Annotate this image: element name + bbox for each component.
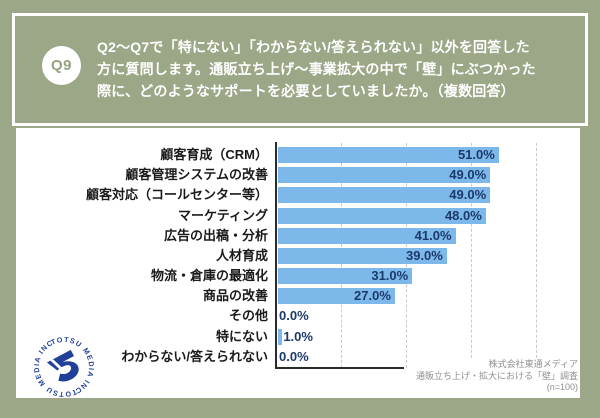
question-panel: Q9 Q2〜Q7で「特にない」「わからない/答えられない」以外を回答した 方に質… bbox=[12, 13, 588, 126]
bar-chart: 顧客育成（CRM） 51.0% 顧客管理システムの改善 49.0% 顧客対応（コールセン… bbox=[16, 145, 580, 367]
value-label: 49.0% bbox=[449, 167, 487, 183]
source-survey-name: 通販立ち上げ・拡大における「壁」調査 bbox=[415, 370, 578, 381]
source-note: 株式会社東通メディア 通販立ち上げ・拡大における「壁」調査 (n=100) bbox=[411, 359, 578, 394]
bar-row: 顧客対応（コールセンター等） 49.0% bbox=[16, 185, 580, 205]
bar-zone: 0.0% bbox=[276, 306, 580, 326]
bar bbox=[278, 288, 395, 305]
bar-zone: 1.0% bbox=[276, 327, 580, 347]
bar-row: わからない/答えられない 0.0% bbox=[16, 347, 580, 367]
value-label: 31.0% bbox=[371, 268, 409, 284]
bar-zone: 41.0% bbox=[276, 226, 580, 246]
value-label: 41.0% bbox=[414, 227, 452, 243]
category-label: その他 bbox=[228, 308, 268, 324]
bar-zone: 0.0% bbox=[276, 347, 580, 367]
category-label: 顧客管理システムの改善 bbox=[125, 167, 268, 183]
bar-zone: 39.0% bbox=[276, 246, 580, 266]
bar-zone: 49.0% bbox=[276, 165, 580, 185]
bar-zone: 51.0% bbox=[276, 145, 580, 165]
value-label: 0.0% bbox=[279, 308, 309, 324]
bar bbox=[278, 247, 447, 264]
question-title-line-2: 方に質問します。通販立ち上げ〜事業拡大の中で「壁」にぶつかった bbox=[97, 61, 536, 77]
category-label: 人材育成 bbox=[215, 247, 268, 263]
bar-row: 物流・倉庫の最適化 31.0% bbox=[16, 266, 580, 286]
bar bbox=[278, 167, 491, 184]
value-label: 51.0% bbox=[457, 147, 495, 162]
bar-zone: 49.0% bbox=[276, 185, 580, 205]
question-title-line-1: Q2〜Q7で「特にない」「わからない/答えられない」以外を回答した bbox=[97, 39, 530, 55]
bar-row: 特にない 1.0% bbox=[16, 327, 580, 347]
question-badge: Q9 bbox=[42, 46, 81, 85]
value-label: 48.0% bbox=[444, 207, 482, 223]
logo-emblem bbox=[46, 349, 79, 382]
question-title-line-3: 際に、どのようなサポートを必要としていましたか。（複数回答） bbox=[97, 83, 515, 99]
source-company: 株式会社東通メディア bbox=[488, 359, 578, 369]
bar-row: 人材育成 39.0% bbox=[16, 246, 580, 266]
question-title: Q2〜Q7で「特にない」「わからない/答えられない」以外を回答した 方に質問しま… bbox=[97, 36, 575, 102]
bar-zone: 31.0% bbox=[276, 266, 580, 286]
gridline-60pct bbox=[535, 143, 537, 368]
bar-row: その他 0.0% bbox=[16, 306, 580, 326]
value-label: 27.0% bbox=[354, 288, 391, 304]
bar-row: 顧客管理システムの改善 49.0% bbox=[16, 165, 580, 185]
category-label: 顧客育成（CRM） bbox=[160, 147, 268, 162]
bar bbox=[278, 328, 283, 345]
bar-zone: 48.0% bbox=[276, 206, 580, 226]
category-label: 物流・倉庫の最適化 bbox=[150, 268, 268, 284]
totsu-media-logo: TOTSU MEDIA INC. TOTSU MEDIA INC. bbox=[19, 322, 108, 411]
bar bbox=[278, 268, 413, 285]
x-axis-line bbox=[275, 367, 404, 369]
bar bbox=[278, 147, 499, 163]
bar-row: 広告の出稿・分析 41.0% bbox=[16, 226, 580, 246]
bar-zone: 27.0% bbox=[276, 286, 580, 306]
category-label: 顧客対応（コールセンター等） bbox=[85, 187, 268, 203]
value-label: 1.0% bbox=[283, 328, 313, 344]
value-label: 0.0% bbox=[279, 348, 309, 364]
gridline-45pct bbox=[470, 143, 472, 368]
bar bbox=[278, 187, 491, 204]
bar-row: 商品の改善 27.0% bbox=[16, 286, 580, 306]
bar-row: 顧客育成（CRM） 51.0% bbox=[16, 145, 580, 165]
category-label: わからない/答えられない bbox=[121, 348, 268, 364]
source-sample-size: (n=100) bbox=[546, 382, 578, 392]
bar bbox=[278, 227, 456, 244]
y-axis-line bbox=[275, 142, 277, 368]
category-label: 商品の改善 bbox=[202, 288, 268, 304]
question-badge-label: Q9 bbox=[50, 57, 72, 74]
category-label: 特にない bbox=[215, 328, 268, 344]
logo-emblem-notch bbox=[50, 359, 64, 371]
category-label: マーケティング bbox=[178, 207, 268, 223]
chart-card: 顧客育成（CRM） 51.0% 顧客管理システムの改善 49.0% 顧客対応（コールセン… bbox=[16, 128, 580, 410]
value-label: 39.0% bbox=[405, 247, 443, 263]
bar-row: マーケティング 48.0% bbox=[16, 206, 580, 226]
value-label: 49.0% bbox=[449, 187, 487, 203]
totsu-media-logo-icon: TOTSU MEDIA INC. TOTSU MEDIA INC. bbox=[20, 324, 107, 411]
category-label: 広告の出稿・分析 bbox=[163, 227, 268, 243]
bar bbox=[278, 207, 486, 224]
